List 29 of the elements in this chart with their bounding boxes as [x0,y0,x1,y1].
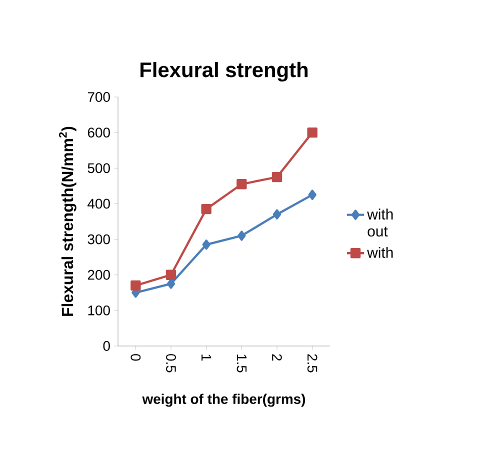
point [201,204,212,214]
y-tick-label: 600 [88,128,110,138]
x-tick-label: 1.5 [236,354,247,372]
y-tick-label: 400 [88,198,110,209]
x-tick-label: 0.5 [166,354,176,372]
y-tick-label: 300 [88,234,110,244]
y-tick-label: 100 [88,305,110,316]
legend-label: with [367,246,393,258]
point [272,172,282,182]
point [166,270,176,280]
point [307,127,318,138]
x-axis-title: weight of the fiber(grms) [142,394,306,407]
x-tick-label: 0 [130,354,141,361]
point [272,209,282,220]
point [130,280,141,291]
x-tick-label: 2.5 [307,354,318,372]
point [308,190,316,200]
y-tick-label: 700 [88,92,110,102]
y-tick-label: 200 [88,270,110,280]
point [166,278,176,289]
chart-title: Flexural strength [140,62,308,82]
x-tick-label: 1 [202,354,212,361]
point [236,179,247,190]
y-axis-title: Flexural strength(N/mm$^{2}$) [58,126,76,316]
y-tick-label: 500 [88,163,110,174]
point [238,230,246,241]
x-tick-label: 2 [272,354,282,361]
point [202,240,210,250]
y-tick-label: 0 [103,341,110,351]
